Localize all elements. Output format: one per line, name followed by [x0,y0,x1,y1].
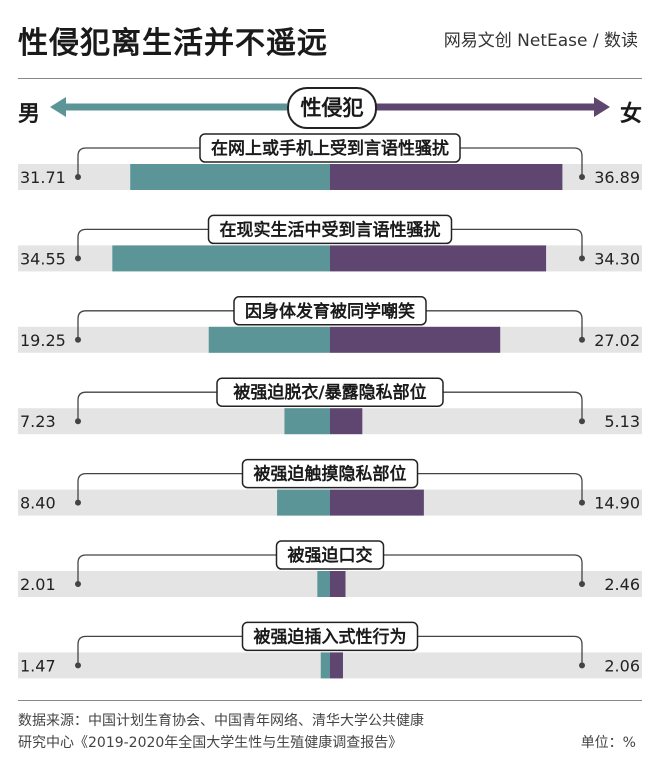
female-label: 女 [619,102,642,127]
female-bar [330,408,363,435]
male-bar [317,571,330,597]
category-label: 因身体发育被同学嘲笑 [245,301,415,322]
bracket-dot-right [579,336,585,343]
female-value-label: 14.90 [594,494,640,513]
male-bar [112,245,331,272]
category-pill [199,133,461,163]
category-label: 被强迫触摸隐私部位 [254,464,407,485]
female-bar [330,652,343,679]
male-label: 男 [18,102,41,127]
bracket-dot-left [75,581,81,587]
category-label: 在现实生活中受到言语性骚扰 [220,219,441,240]
male-value-label: 7.23 [20,412,56,431]
female-value-label: 2.46 [604,575,640,594]
bracket-dot-left [75,418,81,425]
male-value-label: 2.01 [20,575,56,594]
category-label: 被强迫口交 [288,545,373,566]
male-bar [130,164,330,190]
bracket-dot-left [75,174,81,180]
category-pill [216,377,444,407]
male-value-label: 1.47 [20,656,56,675]
male-bar [208,326,330,353]
female-value-label: 27.02 [594,331,640,350]
male-bar [277,489,330,516]
bracket-dot-right [579,662,585,669]
page-title: 性侵犯离生活并不遥远 [18,26,328,61]
category-pill [241,458,419,489]
bracket-dot-left [75,662,81,669]
female-value-label: 34.30 [594,249,640,268]
bracket-dot-left [75,255,81,262]
female-value-label: 36.89 [594,168,640,187]
brand-logo: 网易文创 NetEase / 数读 [443,31,638,51]
male-bar [284,408,330,435]
bracket-dot-left [75,336,81,343]
category-pill [207,214,453,245]
legend-pill: 性侵犯 [287,87,377,129]
bracket-dot-right [579,255,585,262]
bracket-dot-right [579,418,585,425]
top-divider [18,78,642,79]
male-value-label: 34.55 [20,249,66,268]
female-value-label: 5.13 [604,412,640,431]
male-bar [320,652,330,679]
bracket-dot-left [75,499,81,506]
female-bar [330,489,424,516]
male-value-label: 31.71 [20,168,66,187]
source-line-1: 数据来源：中国计划生育协会、中国青年网络、清华大学公共健康 [18,713,424,729]
female-arrow-head [594,97,610,117]
female-bar [330,245,547,272]
category-label: 在网上或手机上受到言语性骚扰 [211,138,449,159]
bracket-dot-right [579,174,585,180]
male-value-label: 8.40 [20,494,56,513]
female-bar [330,571,346,597]
female-value-label: 2.06 [604,656,640,675]
source-line-2: 研究中心《2019-2020年全国大学生性与生殖健康调查报告》 [18,735,403,751]
female-bar [330,326,501,353]
male-value-label: 19.25 [20,331,66,350]
bracket-dot-right [579,499,585,506]
category-pill [233,296,427,326]
male-arrow-head [50,97,66,117]
bracket-dot-right [579,581,585,587]
source-note: 数据来源：中国计划生育协会、中国青年网络、清华大学公共健康 研究中心《2019-… [18,710,424,754]
category-label: 被强迫脱衣/暴露隐私部位 [233,382,426,403]
unit-label: 单位：% [580,735,636,751]
category-pill [275,540,385,570]
bottom-divider [18,700,642,701]
category-label: 被强迫插入式性行为 [254,626,407,647]
female-bar [330,164,563,190]
category-pill [241,621,419,652]
